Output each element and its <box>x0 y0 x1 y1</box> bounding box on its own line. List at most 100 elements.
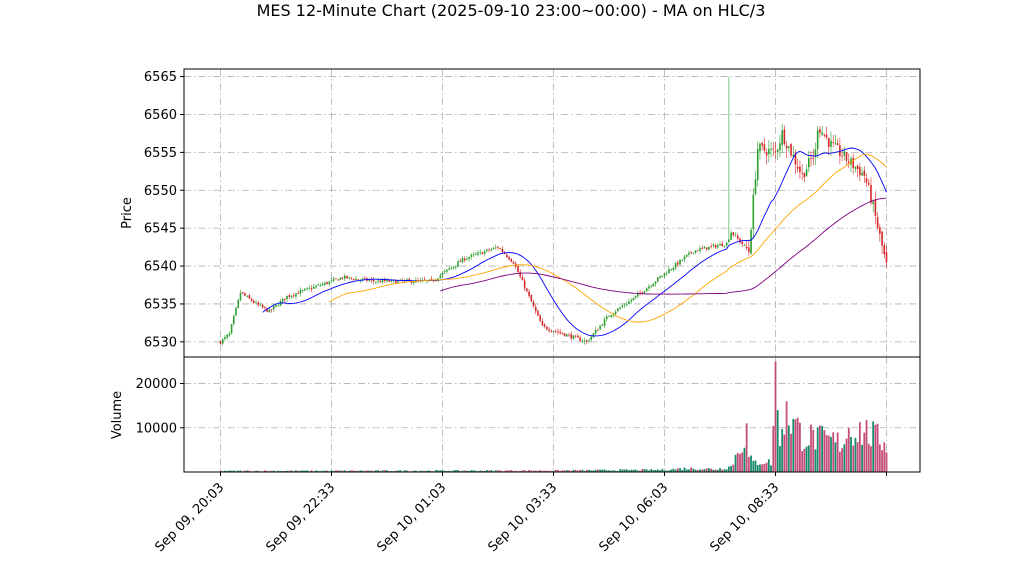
volume-bar <box>774 361 777 472</box>
candle-body <box>395 280 397 284</box>
candle-body <box>852 157 854 168</box>
volume-bar <box>574 469 577 472</box>
candle-body <box>321 284 324 286</box>
volume-bar <box>550 470 553 472</box>
volume-bar <box>510 470 513 472</box>
candle-body <box>241 292 244 294</box>
volume-bar <box>592 470 595 472</box>
volume-bar <box>439 470 442 472</box>
candle-body <box>537 310 539 316</box>
candle-body <box>264 306 266 308</box>
candle-body <box>270 309 273 311</box>
chart-title: MES 12-Minute Chart (2025-09-10 23:00~00… <box>257 1 766 20</box>
volume-bar <box>472 470 475 472</box>
volume-bar <box>603 469 606 472</box>
candle-body <box>796 166 799 169</box>
candle-body <box>586 340 588 342</box>
candle-body <box>483 251 486 254</box>
volume-bar <box>539 470 542 472</box>
candle-body <box>377 280 379 282</box>
candle-body <box>630 300 632 302</box>
volume-bar <box>463 470 466 472</box>
candle-body <box>781 130 783 146</box>
candle-body <box>688 252 690 255</box>
candle-body <box>521 276 524 281</box>
candle-body <box>228 333 231 336</box>
candle-body <box>423 279 426 281</box>
volume-bar <box>437 470 439 472</box>
volume-bar <box>803 448 806 472</box>
candle-body <box>879 227 881 234</box>
volume-bar <box>870 446 872 472</box>
candle-body <box>570 334 573 339</box>
volume-bar <box>315 470 317 472</box>
volume-bar <box>448 470 451 472</box>
candle-body <box>681 259 684 261</box>
volume-bar <box>441 470 444 472</box>
volume-bar <box>468 470 471 472</box>
volume-bar <box>357 470 360 472</box>
volume-bar <box>421 470 424 472</box>
volume-bar <box>654 469 657 472</box>
candle-body <box>379 280 382 283</box>
volume-bar <box>297 470 300 472</box>
price-tick-label: 6555 <box>144 146 177 161</box>
volume-bar <box>306 470 308 472</box>
candle-body <box>723 245 726 247</box>
volume-bar <box>832 432 835 472</box>
volume-bar <box>792 418 795 472</box>
candle-body <box>694 250 697 253</box>
volume-bar <box>377 470 380 472</box>
volume-bar <box>801 450 804 472</box>
candle-body <box>430 278 433 280</box>
candle-body <box>532 301 535 306</box>
candle-body <box>845 152 848 161</box>
candle-body <box>479 251 482 253</box>
candle-body <box>825 134 828 138</box>
candles <box>219 76 888 346</box>
volume-bar <box>414 470 417 472</box>
candle-body <box>239 292 242 300</box>
volume-bar <box>454 470 457 472</box>
candle-body <box>248 295 251 299</box>
volume-bar <box>341 470 344 472</box>
volume-bar <box>303 470 306 472</box>
candle-body <box>803 172 806 178</box>
candle-body <box>783 129 786 145</box>
volume-bar <box>397 470 399 472</box>
volume-bar <box>805 446 808 472</box>
candle-body <box>292 295 295 297</box>
candle-body <box>568 334 570 336</box>
volume-bar <box>348 470 351 472</box>
volume-bar <box>601 469 604 472</box>
volume-bar <box>854 437 857 472</box>
candle-body <box>697 250 699 252</box>
volume-bar <box>630 469 633 472</box>
candle-body <box>494 247 497 249</box>
candle-body <box>299 290 302 294</box>
candle-body <box>623 305 626 307</box>
volume-bar <box>232 470 235 472</box>
volume-bar <box>770 465 772 472</box>
volume-bar <box>335 470 337 472</box>
volume-bar <box>636 470 639 472</box>
candle-body <box>563 333 566 337</box>
moving-average-line <box>262 147 887 337</box>
candle-body <box>244 293 246 296</box>
candle-body <box>610 315 613 317</box>
volume-bar <box>419 470 422 472</box>
volume-bar <box>827 435 830 472</box>
candle-body <box>572 335 575 340</box>
candle-body <box>381 279 384 282</box>
volume-bar <box>332 470 335 472</box>
candle-body <box>301 290 304 291</box>
volume-bar <box>852 445 855 472</box>
candle-body <box>643 291 646 294</box>
volume-bar <box>399 470 402 472</box>
volume-bar <box>632 469 635 472</box>
candle-body <box>779 143 781 151</box>
volume-bar <box>865 420 868 472</box>
volume-bar <box>648 470 650 472</box>
candle-body <box>237 299 240 308</box>
volume-bar <box>370 470 373 472</box>
